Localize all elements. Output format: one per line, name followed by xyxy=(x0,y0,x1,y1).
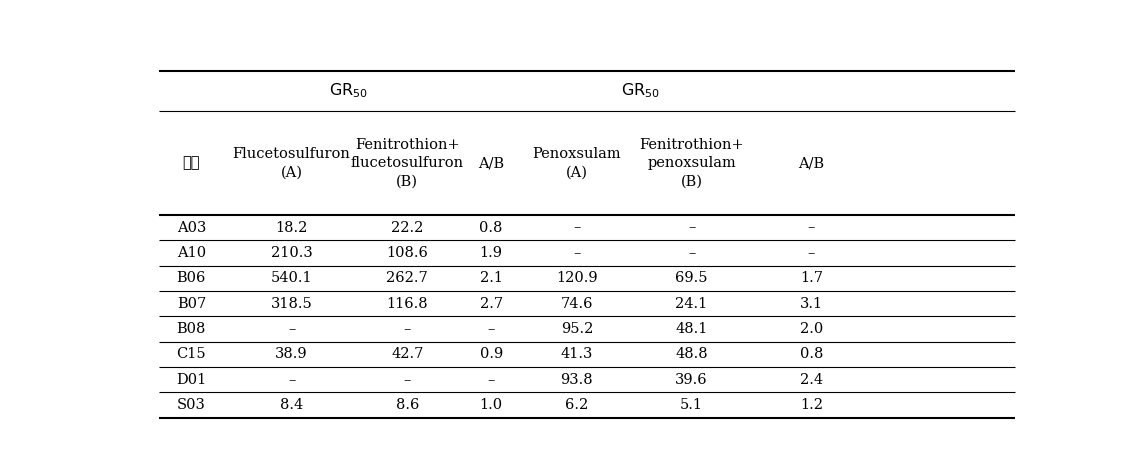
Text: –: – xyxy=(488,372,495,387)
Text: 1.2: 1.2 xyxy=(800,398,823,412)
Text: 0.8: 0.8 xyxy=(480,221,503,234)
Text: –: – xyxy=(573,246,581,260)
Text: 0.9: 0.9 xyxy=(480,347,503,361)
Text: 540.1: 540.1 xyxy=(271,271,312,285)
Text: 0.8: 0.8 xyxy=(800,347,823,361)
Text: 39.6: 39.6 xyxy=(676,372,708,387)
Text: B07: B07 xyxy=(177,297,206,311)
Text: D01: D01 xyxy=(176,372,207,387)
Text: 48.8: 48.8 xyxy=(676,347,708,361)
Text: 318.5: 318.5 xyxy=(271,297,312,311)
Text: 2.7: 2.7 xyxy=(480,297,503,311)
Text: A/B: A/B xyxy=(799,156,824,170)
Text: 18.2: 18.2 xyxy=(275,221,307,234)
Text: –: – xyxy=(288,372,295,387)
Text: 1.7: 1.7 xyxy=(800,271,823,285)
Text: 2.1: 2.1 xyxy=(480,271,503,285)
Text: 1.9: 1.9 xyxy=(480,246,503,260)
Text: 93.8: 93.8 xyxy=(560,372,593,387)
Text: 5.1: 5.1 xyxy=(680,398,703,412)
Text: 210.3: 210.3 xyxy=(271,246,312,260)
Text: 116.8: 116.8 xyxy=(386,297,427,311)
Text: –: – xyxy=(288,322,295,336)
Text: 42.7: 42.7 xyxy=(391,347,423,361)
Text: 번호: 번호 xyxy=(183,156,200,170)
Text: 2.4: 2.4 xyxy=(800,372,823,387)
Text: 22.2: 22.2 xyxy=(391,221,423,234)
Text: 48.1: 48.1 xyxy=(676,322,708,336)
Text: B06: B06 xyxy=(177,271,206,285)
Text: –: – xyxy=(688,221,695,234)
Text: 1.0: 1.0 xyxy=(480,398,503,412)
Text: B08: B08 xyxy=(177,322,206,336)
Text: –: – xyxy=(573,221,581,234)
Text: $\mathrm{GR_{50}}$: $\mathrm{GR_{50}}$ xyxy=(621,81,661,100)
Text: 95.2: 95.2 xyxy=(561,322,593,336)
Text: Fenitrothion+
penoxsulam
(B): Fenitrothion+ penoxsulam (B) xyxy=(639,138,744,188)
Text: A10: A10 xyxy=(177,246,206,260)
Text: –: – xyxy=(403,372,411,387)
Text: 262.7: 262.7 xyxy=(386,271,429,285)
Text: –: – xyxy=(808,246,815,260)
Text: 8.6: 8.6 xyxy=(395,398,419,412)
Text: 120.9: 120.9 xyxy=(555,271,598,285)
Text: 108.6: 108.6 xyxy=(386,246,429,260)
Text: –: – xyxy=(403,322,411,336)
Text: 8.4: 8.4 xyxy=(280,398,303,412)
Text: Fenitrothion+
flucetosulfuron
(B): Fenitrothion+ flucetosulfuron (B) xyxy=(351,138,464,188)
Text: 41.3: 41.3 xyxy=(561,347,593,361)
Text: 6.2: 6.2 xyxy=(565,398,589,412)
Text: A03: A03 xyxy=(177,221,206,234)
Text: 38.9: 38.9 xyxy=(275,347,307,361)
Text: 2.0: 2.0 xyxy=(800,322,823,336)
Text: –: – xyxy=(808,221,815,234)
Text: 69.5: 69.5 xyxy=(676,271,708,285)
Text: Flucetosulfuron
(A): Flucetosulfuron (A) xyxy=(233,147,351,179)
Text: 74.6: 74.6 xyxy=(560,297,593,311)
Text: A/B: A/B xyxy=(478,156,504,170)
Text: –: – xyxy=(688,246,695,260)
Text: C15: C15 xyxy=(176,347,206,361)
Text: 24.1: 24.1 xyxy=(676,297,708,311)
Text: S03: S03 xyxy=(177,398,206,412)
Text: –: – xyxy=(488,322,495,336)
Text: Penoxsulam
(A): Penoxsulam (A) xyxy=(533,147,621,179)
Text: $\mathrm{GR_{50}}$: $\mathrm{GR_{50}}$ xyxy=(329,81,368,100)
Text: 3.1: 3.1 xyxy=(800,297,823,311)
